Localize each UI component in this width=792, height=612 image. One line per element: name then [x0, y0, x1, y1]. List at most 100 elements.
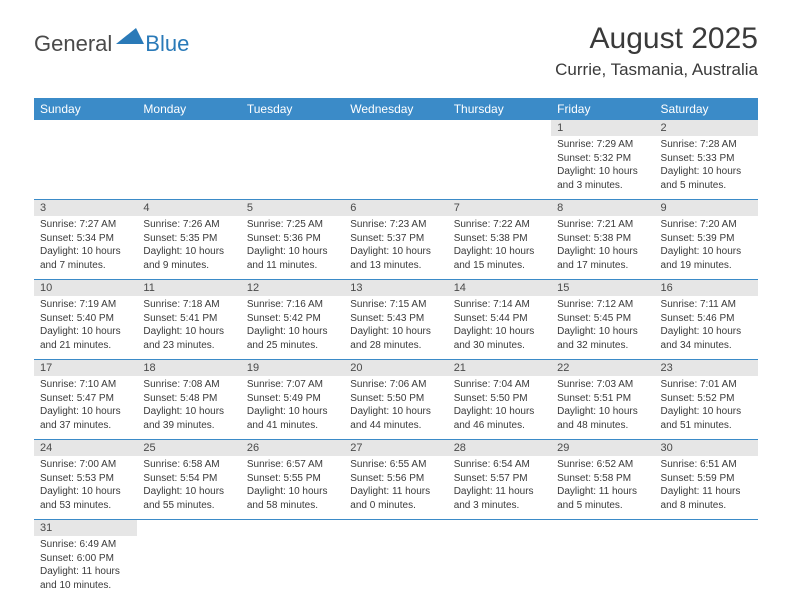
day-detail-line: Sunset: 5:51 PM — [557, 392, 648, 406]
day-detail-line: and 51 minutes. — [661, 419, 752, 433]
day-details: Sunrise: 7:08 AMSunset: 5:48 PMDaylight:… — [137, 376, 240, 436]
day-detail-line: Sunset: 5:38 PM — [454, 232, 545, 246]
day-detail-line: Sunrise: 6:51 AM — [661, 458, 752, 472]
day-number: 30 — [655, 440, 758, 456]
calendar-cell: 3Sunrise: 7:27 AMSunset: 5:34 PMDaylight… — [34, 200, 137, 280]
calendar-cell — [551, 520, 654, 600]
day-detail-line: Sunrise: 7:27 AM — [40, 218, 131, 232]
weekday-header: Wednesday — [344, 98, 447, 120]
day-details: Sunrise: 6:52 AMSunset: 5:58 PMDaylight:… — [551, 456, 654, 516]
calendar-row: 24Sunrise: 7:00 AMSunset: 5:53 PMDayligh… — [34, 440, 758, 520]
day-detail-line: Daylight: 10 hours — [40, 325, 131, 339]
day-detail-line: Sunrise: 6:54 AM — [454, 458, 545, 472]
weekday-header: Saturday — [655, 98, 758, 120]
calendar-body: 1Sunrise: 7:29 AMSunset: 5:32 PMDaylight… — [34, 120, 758, 600]
day-detail-line: Daylight: 10 hours — [143, 405, 234, 419]
day-detail-line: Sunset: 5:46 PM — [661, 312, 752, 326]
day-number: 31 — [34, 520, 137, 536]
calendar-cell: 24Sunrise: 7:00 AMSunset: 5:53 PMDayligh… — [34, 440, 137, 520]
day-detail-line: Sunrise: 7:26 AM — [143, 218, 234, 232]
day-details: Sunrise: 7:11 AMSunset: 5:46 PMDaylight:… — [655, 296, 758, 356]
logo: General Blue — [34, 22, 189, 59]
day-details: Sunrise: 7:21 AMSunset: 5:38 PMDaylight:… — [551, 216, 654, 276]
day-detail-line: Daylight: 10 hours — [661, 325, 752, 339]
day-number: 19 — [241, 360, 344, 376]
day-details: Sunrise: 7:07 AMSunset: 5:49 PMDaylight:… — [241, 376, 344, 436]
day-number: 25 — [137, 440, 240, 456]
day-detail-line: Sunrise: 7:00 AM — [40, 458, 131, 472]
day-detail-line: Sunset: 5:37 PM — [350, 232, 441, 246]
day-detail-line: Sunrise: 7:21 AM — [557, 218, 648, 232]
day-details: Sunrise: 7:19 AMSunset: 5:40 PMDaylight:… — [34, 296, 137, 356]
day-number: 10 — [34, 280, 137, 296]
calendar-row: 17Sunrise: 7:10 AMSunset: 5:47 PMDayligh… — [34, 360, 758, 440]
calendar-cell — [137, 120, 240, 200]
weekday-header: Monday — [137, 98, 240, 120]
logo-text-general: General — [34, 31, 112, 57]
page-title: August 2025 — [555, 22, 758, 56]
day-detail-line: Daylight: 10 hours — [557, 405, 648, 419]
day-details: Sunrise: 7:23 AMSunset: 5:37 PMDaylight:… — [344, 216, 447, 276]
day-number: 13 — [344, 280, 447, 296]
day-detail-line: Daylight: 10 hours — [143, 325, 234, 339]
calendar-cell: 17Sunrise: 7:10 AMSunset: 5:47 PMDayligh… — [34, 360, 137, 440]
day-detail-line: Sunrise: 7:03 AM — [557, 378, 648, 392]
day-detail-line: Sunset: 5:50 PM — [454, 392, 545, 406]
day-number: 14 — [448, 280, 551, 296]
calendar-cell: 30Sunrise: 6:51 AMSunset: 5:59 PMDayligh… — [655, 440, 758, 520]
day-detail-line: Sunrise: 6:58 AM — [143, 458, 234, 472]
day-detail-line: Sunset: 5:44 PM — [454, 312, 545, 326]
day-detail-line: and 41 minutes. — [247, 419, 338, 433]
day-detail-line: and 58 minutes. — [247, 499, 338, 513]
day-number: 20 — [344, 360, 447, 376]
day-detail-line: Daylight: 10 hours — [557, 245, 648, 259]
calendar-cell — [34, 120, 137, 200]
day-number: 7 — [448, 200, 551, 216]
day-details: Sunrise: 7:04 AMSunset: 5:50 PMDaylight:… — [448, 376, 551, 436]
day-detail-line: Sunrise: 6:57 AM — [247, 458, 338, 472]
day-number: 26 — [241, 440, 344, 456]
day-detail-line: Daylight: 10 hours — [40, 245, 131, 259]
day-detail-line: Sunset: 5:47 PM — [40, 392, 131, 406]
day-details: Sunrise: 6:54 AMSunset: 5:57 PMDaylight:… — [448, 456, 551, 516]
day-details: Sunrise: 7:14 AMSunset: 5:44 PMDaylight:… — [448, 296, 551, 356]
day-detail-line: Sunset: 5:55 PM — [247, 472, 338, 486]
day-detail-line: Daylight: 10 hours — [143, 485, 234, 499]
day-detail-line: Daylight: 10 hours — [350, 325, 441, 339]
day-detail-line: and 46 minutes. — [454, 419, 545, 433]
calendar-cell — [344, 520, 447, 600]
day-details: Sunrise: 6:51 AMSunset: 5:59 PMDaylight:… — [655, 456, 758, 516]
day-detail-line: Daylight: 10 hours — [247, 245, 338, 259]
day-detail-line: Sunrise: 7:04 AM — [454, 378, 545, 392]
day-detail-line: and 11 minutes. — [247, 259, 338, 273]
day-detail-line: Sunset: 5:48 PM — [143, 392, 234, 406]
day-details: Sunrise: 7:29 AMSunset: 5:32 PMDaylight:… — [551, 136, 654, 196]
calendar-header-row: SundayMondayTuesdayWednesdayThursdayFrid… — [34, 98, 758, 120]
day-detail-line: Sunrise: 7:11 AM — [661, 298, 752, 312]
calendar-cell: 13Sunrise: 7:15 AMSunset: 5:43 PMDayligh… — [344, 280, 447, 360]
day-detail-line: Daylight: 10 hours — [454, 325, 545, 339]
day-details: Sunrise: 7:25 AMSunset: 5:36 PMDaylight:… — [241, 216, 344, 276]
day-detail-line: Daylight: 10 hours — [350, 405, 441, 419]
day-detail-line: and 44 minutes. — [350, 419, 441, 433]
calendar-cell: 11Sunrise: 7:18 AMSunset: 5:41 PMDayligh… — [137, 280, 240, 360]
day-detail-line: and 19 minutes. — [661, 259, 752, 273]
day-details: Sunrise: 7:27 AMSunset: 5:34 PMDaylight:… — [34, 216, 137, 276]
calendar-cell: 7Sunrise: 7:22 AMSunset: 5:38 PMDaylight… — [448, 200, 551, 280]
day-detail-line: Sunrise: 7:06 AM — [350, 378, 441, 392]
day-details: Sunrise: 7:15 AMSunset: 5:43 PMDaylight:… — [344, 296, 447, 356]
calendar-cell: 2Sunrise: 7:28 AMSunset: 5:33 PMDaylight… — [655, 120, 758, 200]
day-detail-line: Daylight: 10 hours — [247, 485, 338, 499]
calendar-cell: 23Sunrise: 7:01 AMSunset: 5:52 PMDayligh… — [655, 360, 758, 440]
day-detail-line: and 15 minutes. — [454, 259, 545, 273]
day-number: 28 — [448, 440, 551, 456]
day-details: Sunrise: 7:26 AMSunset: 5:35 PMDaylight:… — [137, 216, 240, 276]
day-detail-line: Sunset: 5:35 PM — [143, 232, 234, 246]
calendar-row: 31Sunrise: 6:49 AMSunset: 6:00 PMDayligh… — [34, 520, 758, 600]
calendar-cell: 21Sunrise: 7:04 AMSunset: 5:50 PMDayligh… — [448, 360, 551, 440]
day-detail-line: Daylight: 10 hours — [557, 165, 648, 179]
calendar-cell — [241, 120, 344, 200]
day-number: 5 — [241, 200, 344, 216]
day-number: 11 — [137, 280, 240, 296]
day-detail-line: Sunrise: 7:15 AM — [350, 298, 441, 312]
